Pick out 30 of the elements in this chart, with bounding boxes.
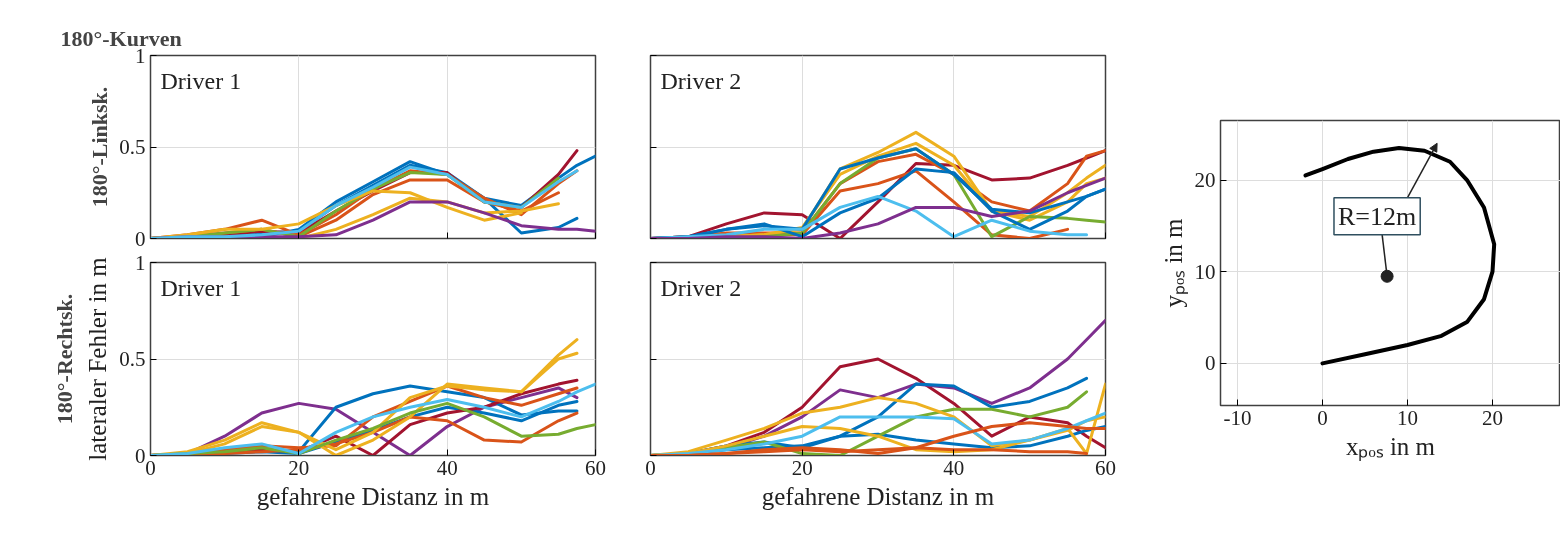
y-tick-label: 0 (1205, 351, 1216, 376)
annotation: Driver 1 (160, 67, 242, 94)
text: 180°-Linksk. (86, 86, 112, 208)
x-tick-label: 40 (436, 455, 458, 480)
y-tick-label: 0.5 (119, 135, 146, 159)
x-tick-label: 10 (1397, 405, 1418, 430)
x-tick-label: 20 (1482, 405, 1503, 430)
x-tick-label: 0 (1317, 405, 1328, 430)
x-tick-label: 60 (585, 455, 606, 480)
x-tick-label: 40 (943, 455, 965, 480)
y-tick-label: 20 (1194, 168, 1216, 193)
x-tick-label: 20 (288, 455, 310, 480)
x-tick-label: 0 (645, 455, 656, 480)
text: 180°-Rechtsk. (51, 293, 77, 425)
x-axis-title: gefahrene Distanz in m (256, 482, 490, 510)
y-tick-label: 1 (135, 250, 146, 275)
x-axis-title: gefahrene Distanz in m (761, 482, 995, 510)
y-tick-label: 10 (1194, 259, 1216, 284)
annotation: Driver 1 (160, 274, 242, 301)
annotation: Driver 2 (660, 67, 742, 94)
y-axis-title: lateraler Fehler in m (84, 256, 112, 461)
y-tick-label: 0.5 (119, 347, 146, 371)
x-tick-label: 60 (1095, 455, 1116, 480)
x-tick-label: -10 (1223, 405, 1252, 430)
y-tick-label: 0 (135, 226, 146, 251)
x-axis-title: xₚₒₛ in m (1345, 432, 1436, 461)
annotation: Driver 2 (660, 274, 742, 301)
annotation: R=12m (1337, 201, 1417, 231)
y-axis-title: yₚₒₛ in m (1159, 217, 1188, 308)
x-tick-label: 20 (791, 455, 813, 480)
